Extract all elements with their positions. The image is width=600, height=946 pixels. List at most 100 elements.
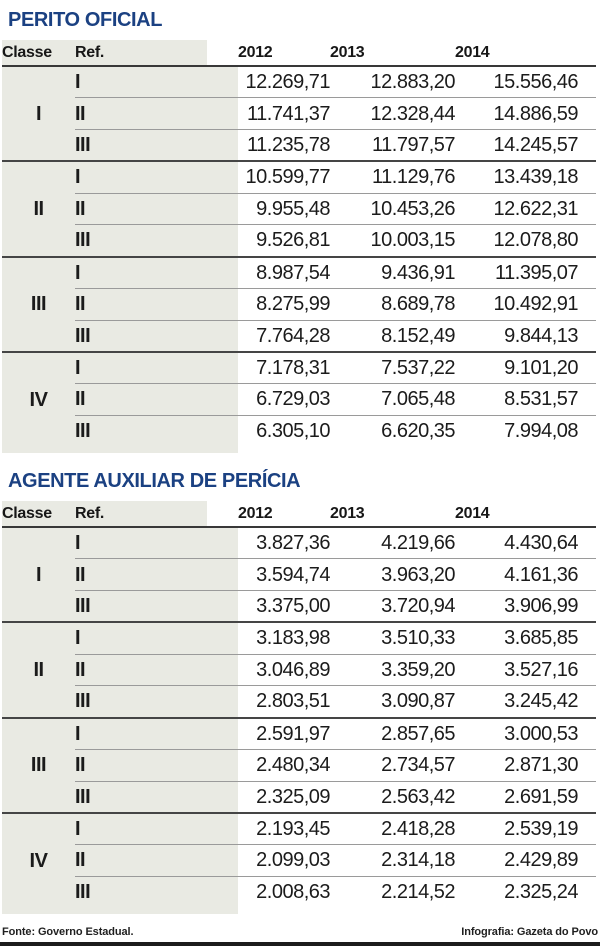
- ref-cell: I: [75, 621, 238, 654]
- table-row: IV I 7.178,31 7.537,22 9.101,20: [2, 350, 596, 447]
- value-cell: 2.008,63: [238, 875, 331, 908]
- column-header: Classe: [2, 501, 75, 528]
- class-label-cell: IV: [2, 350, 75, 447]
- value-cell: 8.689,78: [330, 287, 456, 320]
- table-row: III 11.235,78 11.797,57 14.245,57: [2, 129, 596, 162]
- value-cell: 9.101,20: [455, 350, 596, 384]
- value-cell: 8.987,54: [238, 255, 331, 289]
- ref-cell: II: [75, 383, 238, 416]
- table-row: III 2.325,09 2.563,42 2.691,59: [2, 780, 596, 813]
- value-cell: 12.328,44: [330, 97, 456, 130]
- table-row: III 2.008,63 2.214,52 2.325,24: [2, 875, 596, 908]
- table-row: III I 8.987,54 9.436,91 11.395,07: [2, 255, 596, 352]
- table-row: II 8.275,99 8.689,78 10.492,91: [2, 287, 596, 320]
- value-cell: 12.883,20: [370, 71, 456, 94]
- column-header: 2012: [238, 501, 330, 528]
- column-header: Classe: [2, 40, 75, 67]
- table-row: III 7.764,28 8.152,49 9.844,13: [2, 319, 596, 352]
- table-row: II 3.046,89 3.359,20 3.527,16: [2, 653, 596, 686]
- ref-cell: III: [75, 875, 238, 908]
- value-cell: 7.994,08: [455, 414, 596, 447]
- table-row: III 3.375,00 3.720,94 3.906,99: [2, 590, 596, 623]
- value-cell: 3.906,99: [455, 590, 596, 623]
- class-label-cell: IV: [2, 811, 75, 908]
- value-cell: 11.395,07: [455, 255, 596, 289]
- table-title-agente-auxiliar: AGENTE AUXILIAR DE PERÍCIA: [8, 470, 301, 492]
- value-cell: 3.359,20: [330, 653, 456, 686]
- table-row: I I 3.827,36 4.219,66 4.430,64: [2, 527, 596, 623]
- value-cell: 7.065,48: [330, 383, 456, 416]
- salary-table-agente-auxiliar: Classe Ref. 2012 2013 2014 I I 3.827,36 4.219,66…: [0, 501, 600, 908]
- value-cell: 2.480,34: [238, 748, 331, 781]
- value-cell: 2.803,51: [238, 685, 331, 718]
- value-cell: 4.161,36: [455, 558, 596, 591]
- value-cell: 2.325,09: [238, 780, 331, 813]
- table-row: II 2.099,03 2.314,18 2.429,89: [2, 844, 596, 877]
- source-note: Fonte: Governo Estadual.: [2, 926, 134, 938]
- value-cell: 15.556,46: [493, 71, 579, 94]
- ref-cell: II: [75, 287, 238, 320]
- value-cell: 6.620,35: [330, 414, 456, 447]
- ref-cell: II: [75, 192, 238, 225]
- table-row: II I 3.183,98 3.510,33 3.685,85: [2, 621, 596, 718]
- ref-cell: I: [75, 716, 238, 750]
- table-row: III 9.526,81 10.003,15 12.078,80: [2, 224, 596, 257]
- value-cell: 2.314,18: [330, 844, 456, 877]
- value-cell: 3.720,94: [330, 590, 456, 623]
- section-agente-auxiliar: AGENTE AUXILIAR DE PERÍCIA Classe Ref. 201…: [0, 453, 600, 914]
- ref-cell: III: [75, 590, 238, 623]
- table-shade-tail: [2, 908, 238, 914]
- ref-cell: II: [75, 97, 238, 130]
- ref-cell: III: [75, 224, 238, 257]
- value-cell: 4.430,64: [504, 532, 578, 555]
- value-cell: 8.152,49: [330, 319, 456, 352]
- table-header-row: Classe Ref. 2012 2013 2014: [2, 40, 596, 67]
- value-cell: 9.526,81: [238, 224, 331, 257]
- value-cell: 12.078,80: [455, 224, 596, 257]
- value-cell: 3.685,85: [455, 621, 596, 654]
- table-row: II 11.741,37 12.328,44 14.886,59: [2, 97, 596, 130]
- ref-cell: III: [75, 319, 238, 352]
- value-cell: 3.963,20: [330, 558, 456, 591]
- value-cell: 3.000,53: [455, 716, 596, 750]
- value-cell: 9.436,91: [330, 255, 456, 289]
- value-cell: 10.453,26: [330, 192, 456, 225]
- value-cell: 2.193,45: [238, 811, 331, 845]
- salary-table: Classe Ref. 2012 2013 2014 I I 12.269,71 12.883,…: [2, 40, 596, 447]
- ref-cell: I: [75, 160, 238, 193]
- value-cell: 8.275,99: [238, 287, 331, 320]
- ref-cell: I: [75, 527, 238, 559]
- table-row: I I 12.269,71 12.883,20 15.556,46: [2, 66, 596, 162]
- value-cell: 2.734,57: [330, 748, 456, 781]
- footer-double-rule: [0, 942, 600, 946]
- value-cell: 7.178,31: [238, 350, 331, 384]
- value-cell: 10.492,91: [455, 287, 596, 320]
- value-cell: 3.510,33: [330, 621, 456, 654]
- column-header: 2013: [330, 501, 455, 528]
- ref-cell: I: [75, 255, 238, 289]
- table-title-perito-oficial: PERITO OFICIAL: [8, 9, 163, 31]
- ref-cell: III: [75, 414, 238, 447]
- value-cell: 2.563,42: [330, 780, 456, 813]
- table-row: II 6.729,03 7.065,48 8.531,57: [2, 383, 596, 416]
- value-cell: 10.003,15: [330, 224, 456, 257]
- ref-cell: III: [75, 129, 238, 162]
- salary-table: Classe Ref. 2012 2013 2014 I I 3.827,36 4.219,66…: [2, 501, 596, 908]
- value-cell: 2.418,28: [330, 811, 456, 845]
- value-cell: 12.269,71: [245, 71, 331, 94]
- table-row: II I 10.599,77 11.129,76 13.439,18: [2, 160, 596, 257]
- class-label-cell: I: [2, 66, 75, 162]
- value-cell: 3.375,00: [238, 590, 331, 623]
- value-cell: 13.439,18: [455, 160, 596, 193]
- value-cell: 3.527,16: [455, 653, 596, 686]
- value-cell: 3.046,89: [238, 653, 331, 686]
- value-cell: 7.764,28: [238, 319, 331, 352]
- value-cell: 2.857,65: [330, 716, 456, 750]
- ref-cell: II: [75, 748, 238, 781]
- table-header-row: Classe Ref. 2012 2013 2014: [2, 501, 596, 528]
- value-cell: 11.741,37: [238, 97, 331, 130]
- value-cell: 6.729,03: [238, 383, 331, 416]
- value-cell: 3.245,42: [455, 685, 596, 718]
- table-row: II 2.480,34 2.734,57 2.871,30: [2, 748, 596, 781]
- value-cell: 2.099,03: [238, 844, 331, 877]
